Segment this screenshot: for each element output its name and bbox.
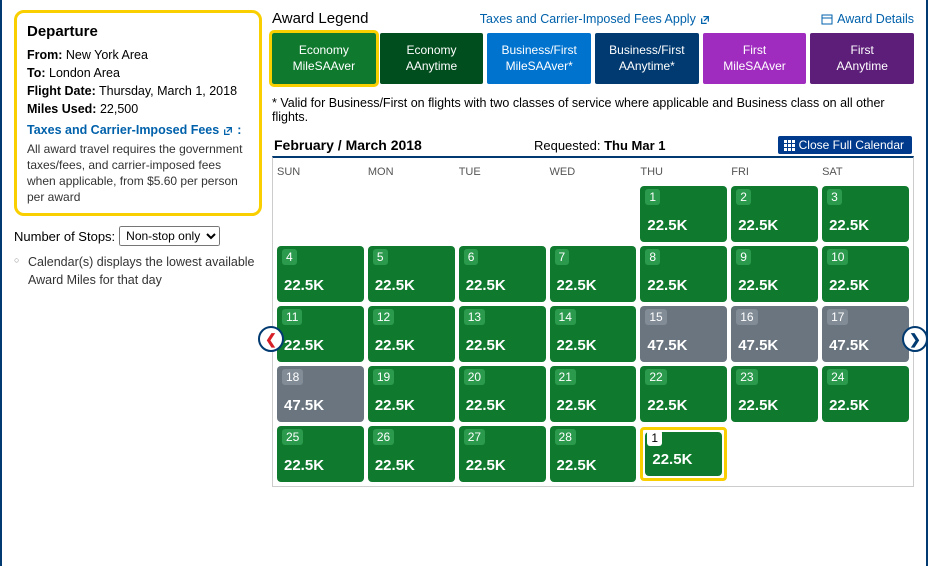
legend-tabs: EconomyMileSAAverEconomyAAnytimeBusiness… — [272, 33, 914, 84]
legend-tab[interactable]: FirstMileSAAver — [703, 33, 807, 84]
calendar-day[interactable]: 1322.5K — [459, 306, 546, 362]
calendar-dow-header: TUE — [459, 162, 546, 182]
calendar-day[interactable]: 722.5K — [550, 246, 637, 302]
calendar-day[interactable]: 2022.5K — [459, 366, 546, 422]
calendar-next-button[interactable]: ❯ — [902, 326, 928, 352]
stops-row: Number of Stops: Non-stop only — [14, 226, 262, 246]
calendar-day[interactable]: 622.5K — [459, 246, 546, 302]
calendar-day[interactable]: 1747.5K — [822, 306, 909, 362]
calendar-day[interactable]: 922.5K — [731, 246, 818, 302]
calendar-day[interactable]: 1222.5K — [368, 306, 455, 362]
stops-select[interactable]: Non-stop only — [119, 226, 220, 246]
award-calendar: SUNMONTUEWEDTHUFRISAT 122.5K222.5K322.5K… — [272, 156, 914, 487]
close-calendar-button[interactable]: Close Full Calendar — [778, 136, 912, 154]
calendar-day[interactable]: 1547.5K — [640, 306, 727, 362]
calendar-day[interactable]: 1647.5K — [731, 306, 818, 362]
award-legend-label: Award Legend — [272, 10, 368, 27]
legend-tab[interactable]: EconomyAAnytime — [380, 33, 484, 84]
legend-tab[interactable]: Business/FirstAAnytime* — [595, 33, 699, 84]
departure-card: Departure From: New York Area To: London… — [14, 10, 262, 216]
legend-tab[interactable]: EconomyMileSAAver — [272, 33, 376, 84]
calendar-dow-header: MON — [368, 162, 455, 182]
taxes-note: All award travel requires the government… — [27, 141, 249, 206]
calendar-dow-header: WED — [550, 162, 637, 182]
calendar-dow-header: SUN — [277, 162, 364, 182]
calendar-day[interactable]: 1922.5K — [368, 366, 455, 422]
calendar-dow-header: THU — [640, 162, 727, 182]
calendar-day[interactable]: 1122.5K — [277, 306, 364, 362]
calendar-day[interactable]: 1847.5K — [277, 366, 364, 422]
legend-tab[interactable]: Business/FirstMileSAAver* — [487, 33, 591, 84]
calendar-day[interactable]: 422.5K — [277, 246, 364, 302]
calendar-day[interactable]: 1022.5K — [822, 246, 909, 302]
calendar-day[interactable]: 2322.5K — [731, 366, 818, 422]
calendar-day[interactable]: 822.5K — [640, 246, 727, 302]
external-link-icon — [223, 125, 233, 135]
departure-heading: Departure — [27, 23, 249, 40]
miles-used-row: Miles Used: 22,500 — [27, 100, 249, 118]
stops-label: Number of Stops: — [14, 229, 115, 244]
calendar-icon — [821, 13, 833, 25]
calendar-month-label: February / March 2018 — [274, 137, 422, 153]
calendar-day[interactable]: 2822.5K — [550, 426, 637, 482]
calendar-day[interactable]: 2222.5K — [640, 366, 727, 422]
legend-tab[interactable]: FirstAAnytime — [810, 33, 914, 84]
calendar-day[interactable]: 222.5K — [731, 186, 818, 242]
calendar-day-selected[interactable]: 122.5K — [640, 426, 727, 482]
calendar-prev-button[interactable]: ❮ — [258, 326, 284, 352]
calendar-day[interactable]: 522.5K — [368, 246, 455, 302]
calendar-day[interactable]: 322.5K — [822, 186, 909, 242]
calendar-note: Calendar(s) displays the lowest availabl… — [14, 254, 262, 289]
calendar-day[interactable]: 2522.5K — [277, 426, 364, 482]
calendar-day[interactable]: 2422.5K — [822, 366, 909, 422]
calendar-day[interactable]: 122.5K — [640, 186, 727, 242]
fees-apply-link[interactable]: Taxes and Carrier-Imposed Fees Apply — [480, 12, 710, 26]
taxes-fees-link[interactable]: Taxes and Carrier-Imposed Fees : — [27, 123, 241, 137]
flight-date-row: Flight Date: Thursday, March 1, 2018 — [27, 82, 249, 100]
calendar-day[interactable]: 1422.5K — [550, 306, 637, 362]
legend-footnote: * Valid for Business/First on flights wi… — [272, 96, 914, 124]
calendar-requested: Requested: Thu Mar 1 — [534, 138, 666, 153]
calendar-day[interactable]: 2122.5K — [550, 366, 637, 422]
calendar-day[interactable]: 2622.5K — [368, 426, 455, 482]
calendar-dow-header: SAT — [822, 162, 909, 182]
external-link-icon — [700, 14, 710, 24]
from-row: From: New York Area — [27, 46, 249, 64]
grid-icon — [784, 140, 795, 151]
award-details-link[interactable]: Award Details — [821, 12, 914, 26]
calendar-day[interactable]: 2722.5K — [459, 426, 546, 482]
calendar-dow-header: FRI — [731, 162, 818, 182]
to-row: To: London Area — [27, 64, 249, 82]
